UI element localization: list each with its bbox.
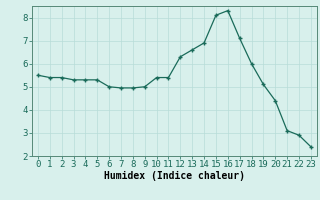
X-axis label: Humidex (Indice chaleur): Humidex (Indice chaleur) — [104, 171, 245, 181]
